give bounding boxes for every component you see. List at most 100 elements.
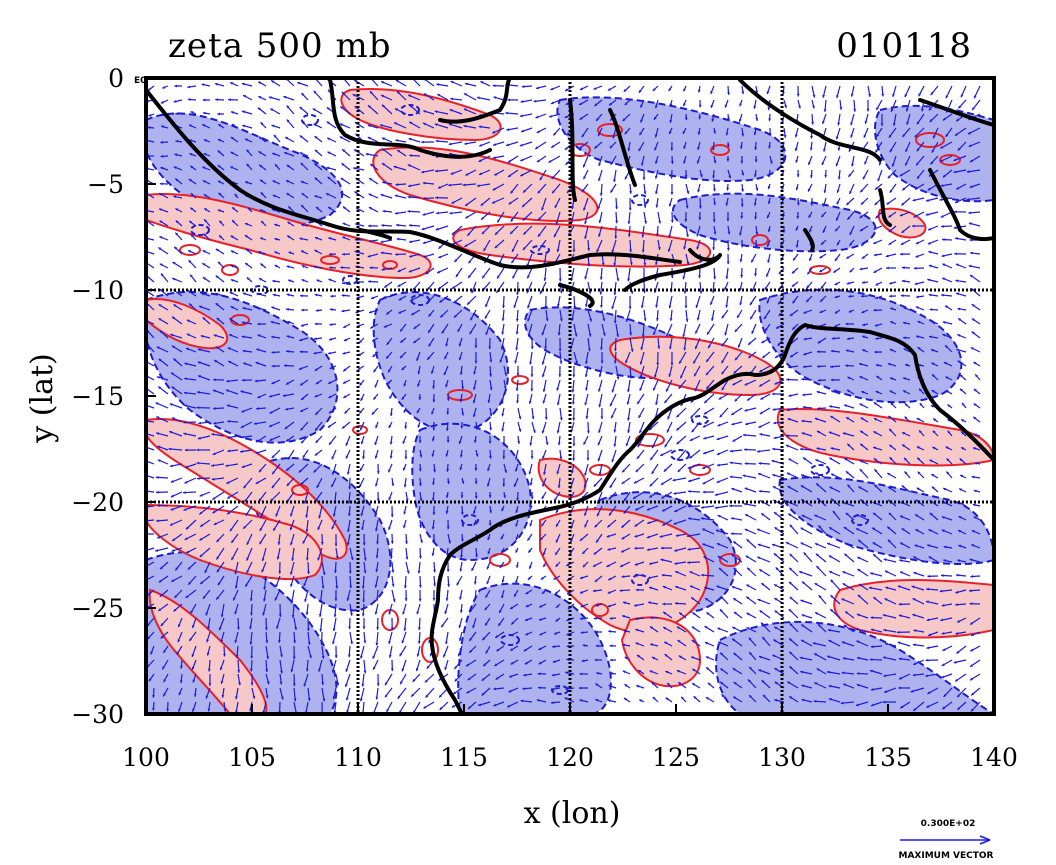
wind-vector-head	[925, 198, 929, 202]
wind-vector-head	[970, 347, 974, 350]
wind-vector-head	[260, 237, 264, 241]
wind-vector-head	[197, 361, 201, 365]
wind-vector-head	[300, 323, 304, 327]
wind-vector-head	[184, 391, 187, 395]
wind-vector-head	[737, 314, 740, 318]
wind-vector-head	[717, 463, 720, 467]
wind-vector-head	[900, 252, 903, 256]
wind-vector-head	[827, 542, 831, 546]
wind-vector-head	[486, 483, 490, 487]
wind-vector-head	[271, 350, 275, 354]
wind-vector-head	[931, 474, 935, 477]
wind-vector-head	[716, 480, 720, 483]
wind-vector-head	[266, 656, 270, 660]
wind-vector-head	[713, 160, 717, 164]
wind-vector-head	[388, 424, 392, 428]
wind-vector-head	[824, 174, 828, 178]
wind-vector-head	[929, 319, 933, 323]
wind-vector-head	[409, 240, 412, 244]
wind-vector-head	[703, 556, 707, 559]
wind-vector-head	[774, 584, 778, 587]
wind-vector-head	[931, 486, 935, 490]
wind-vector-head	[642, 177, 646, 180]
wind-vector	[146, 237, 155, 241]
wind-vector-head	[431, 498, 435, 501]
wind-vector-head	[954, 200, 958, 204]
wind-vector-head	[243, 485, 247, 489]
wind-vector-head	[185, 347, 189, 351]
wind-vector	[146, 432, 155, 437]
wind-vector-head	[230, 137, 234, 140]
wind-vector-head	[662, 585, 666, 589]
wind-vector-head	[219, 667, 223, 671]
wind-vector-head	[529, 482, 533, 486]
wind-vector-head	[515, 388, 519, 391]
wind-vector-head	[686, 190, 690, 194]
wind-vector-head	[314, 177, 318, 181]
wind-vector-head	[459, 467, 463, 471]
wind-vector-head	[850, 93, 854, 97]
wind-vector-head	[257, 107, 261, 111]
wind-vector-head	[242, 292, 246, 296]
wind-vector-head	[417, 640, 421, 644]
wind-vector-head	[460, 511, 464, 515]
wind-vector-head	[901, 485, 905, 489]
wind-vector-head	[789, 553, 793, 557]
wind-vector-head	[374, 513, 378, 517]
wind-vector-head	[175, 232, 179, 236]
wind-vector-head	[772, 543, 776, 547]
wind-vector-head	[524, 661, 528, 665]
wind-vector-head	[507, 159, 511, 163]
wind-vector-head	[766, 215, 770, 219]
wind-vector-head	[275, 583, 279, 587]
wind-vector-head	[757, 556, 761, 560]
wind-vector-head	[543, 472, 546, 475]
wind-vector-head	[329, 337, 333, 341]
wind-vector-head	[346, 542, 350, 546]
wind-vector-head	[972, 447, 976, 450]
wind-vector-head	[581, 134, 585, 138]
wind-vector-head	[829, 405, 833, 408]
wind-vector-head	[629, 249, 633, 253]
wind-vector-head	[848, 148, 852, 152]
wind-vector-head	[293, 640, 297, 644]
wind-vector-head	[755, 118, 759, 121]
wind-vector-head	[962, 402, 965, 406]
wind-vector-head	[343, 368, 347, 372]
wind-vector-head	[572, 417, 576, 421]
wind-vector-head	[832, 510, 836, 514]
wind-vector-head	[217, 150, 221, 154]
wind-vector-head	[960, 474, 964, 478]
wind-vector-head	[973, 388, 977, 392]
wind-vector-head	[538, 233, 541, 237]
wind-vector-head	[272, 194, 276, 198]
wind-vector-head	[342, 252, 345, 256]
wind-vector-head	[468, 260, 472, 264]
wind-vector-head	[369, 239, 372, 243]
wind-vector-head	[598, 388, 601, 392]
wind-vector-head	[705, 598, 709, 601]
wind-vector-head	[540, 576, 544, 580]
wind-vector-head	[499, 609, 502, 613]
wind-vector-head	[635, 573, 638, 577]
wind-vector-head	[650, 643, 654, 647]
wind-vector-head	[611, 389, 615, 393]
wind-vector-head	[243, 362, 247, 366]
wind-vector-head	[331, 484, 334, 488]
wind-vector-head	[189, 153, 193, 156]
wind-vector-head	[584, 276, 588, 280]
wind-vector-head	[516, 373, 520, 376]
wind-vector-head	[883, 628, 887, 632]
wind-vector-head	[875, 337, 879, 340]
wind-vector-head	[943, 487, 947, 491]
wind-vector-head	[486, 581, 490, 585]
wind-vector-head	[408, 223, 412, 227]
wind-vector-head	[353, 167, 356, 170]
wind-vector-head	[230, 166, 234, 169]
wind-vector-head	[455, 274, 459, 278]
wind-vector-head	[259, 209, 263, 212]
wind-vector-head	[400, 339, 404, 343]
wind-vector-head	[624, 102, 628, 106]
wind-vector-head	[395, 80, 399, 83]
wind-vector-head	[614, 236, 618, 239]
